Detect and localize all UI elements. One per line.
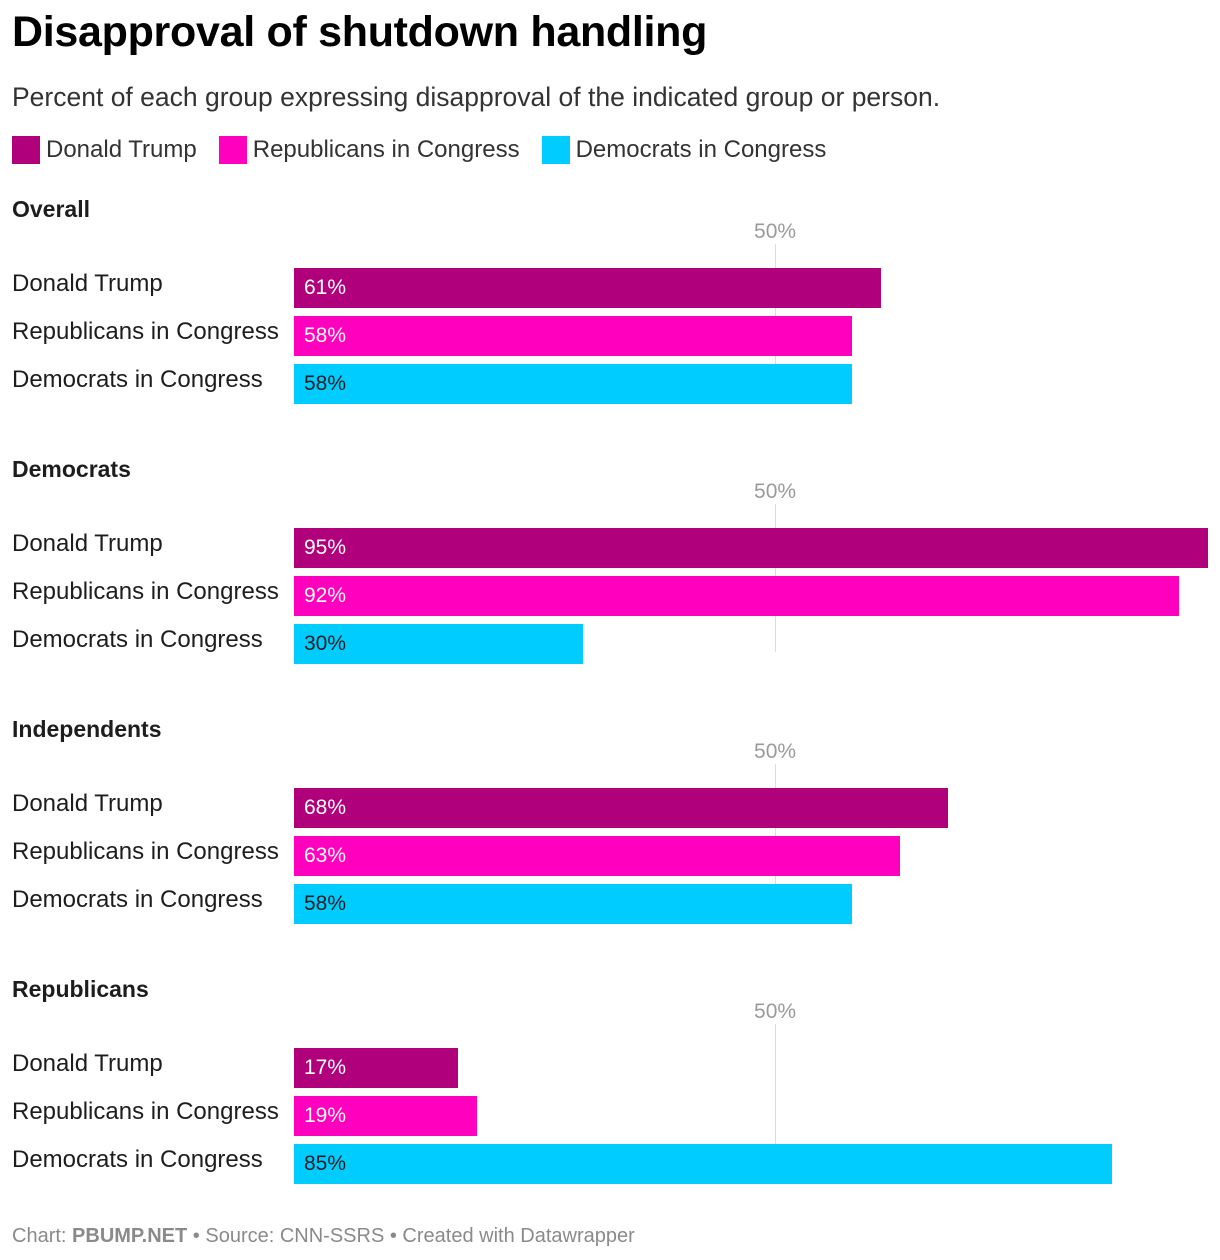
panel-title: Overall bbox=[12, 196, 90, 222]
panel-overall: Overall 50% Donald Trump 61% Republicans in … bbox=[0, 196, 1220, 456]
row-label: Democrats in Congress bbox=[12, 886, 263, 913]
row-label: Republicans in Congress bbox=[12, 318, 279, 345]
legend-label: Democrats in Congress bbox=[575, 136, 827, 163]
reference-tick-label: 50% bbox=[754, 740, 797, 763]
row-label: Donald Trump bbox=[12, 790, 163, 817]
panel-republicans: Republicans 50% Donald Trump 17% Republicans… bbox=[0, 976, 1220, 1236]
bar-value-label: 58% bbox=[304, 892, 347, 915]
legend-swatch bbox=[541, 136, 570, 164]
legend-label: Republicans in Congress bbox=[252, 136, 520, 163]
bar-value-label: 30% bbox=[304, 632, 347, 655]
bar: 17% bbox=[294, 1048, 458, 1088]
legend-item-donald-trump: Donald Trump bbox=[12, 136, 197, 164]
bar: 61% bbox=[294, 268, 881, 308]
chart-footer: Chart: PBUMP.NET • Source: CNN-SSRS • Cr… bbox=[12, 1225, 635, 1248]
bar: 63% bbox=[294, 836, 900, 876]
panel-title: Republicans bbox=[12, 976, 149, 1002]
legend-item-democrats-in-congress: Democrats in Congress bbox=[541, 136, 827, 164]
bar: 68% bbox=[294, 788, 948, 828]
bar: 85% bbox=[294, 1144, 1112, 1184]
panel-title: Independents bbox=[12, 716, 162, 742]
chart-title: Disapproval of shutdown handling bbox=[12, 8, 708, 56]
footer-chart-credit: PBUMP.NET bbox=[72, 1225, 188, 1247]
row-label: Republicans in Congress bbox=[12, 838, 279, 865]
row-label: Democrats in Congress bbox=[12, 366, 263, 393]
bar: 58% bbox=[294, 364, 852, 404]
footer-source: • Source: CNN-SSRS • Created with Datawr… bbox=[187, 1225, 635, 1247]
chart-subtitle: Percent of each group expressing disappr… bbox=[12, 82, 941, 112]
bar: 92% bbox=[294, 576, 1179, 616]
reference-gridline bbox=[775, 1024, 777, 1172]
row-label: Democrats in Congress bbox=[12, 626, 263, 653]
bar: 19% bbox=[294, 1096, 477, 1136]
bar-value-label: 63% bbox=[304, 844, 347, 867]
row-label: Donald Trump bbox=[12, 1050, 163, 1077]
bar-value-label: 95% bbox=[304, 536, 347, 559]
row-label: Democrats in Congress bbox=[12, 1146, 263, 1173]
panel-title: Democrats bbox=[12, 456, 131, 482]
bar-value-label: 58% bbox=[304, 324, 347, 347]
bar: 95% bbox=[294, 528, 1208, 568]
row-label: Donald Trump bbox=[12, 530, 163, 557]
legend-label: Donald Trump bbox=[46, 136, 197, 163]
reference-tick-label: 50% bbox=[754, 480, 797, 503]
bar-value-label: 17% bbox=[304, 1056, 347, 1079]
bar: 58% bbox=[294, 884, 852, 924]
legend: Donald Trump Republicans in Congress Dem… bbox=[12, 136, 848, 164]
row-label: Republicans in Congress bbox=[12, 578, 279, 605]
bar-value-label: 92% bbox=[304, 584, 347, 607]
footer-chart-prefix: Chart: bbox=[12, 1225, 73, 1247]
row-label: Donald Trump bbox=[12, 270, 163, 297]
reference-tick-label: 50% bbox=[754, 1000, 797, 1023]
bar-value-label: 19% bbox=[304, 1104, 347, 1127]
bar-value-label: 58% bbox=[304, 372, 347, 395]
bar-value-label: 85% bbox=[304, 1152, 347, 1175]
panel-democrats: Democrats 50% Donald Trump 95% Republicans i… bbox=[0, 456, 1220, 716]
legend-item-republicans-in-congress: Republicans in Congress bbox=[218, 136, 520, 164]
bar-value-label: 61% bbox=[304, 276, 347, 299]
row-label: Republicans in Congress bbox=[12, 1098, 279, 1125]
bar: 30% bbox=[294, 624, 583, 664]
bar-value-label: 68% bbox=[304, 796, 347, 819]
legend-swatch bbox=[218, 136, 247, 164]
panel-independents: Independents 50% Donald Trump 68% Republican… bbox=[0, 716, 1220, 976]
legend-swatch bbox=[12, 136, 40, 164]
bar: 58% bbox=[294, 316, 852, 356]
reference-tick-label: 50% bbox=[754, 220, 797, 243]
